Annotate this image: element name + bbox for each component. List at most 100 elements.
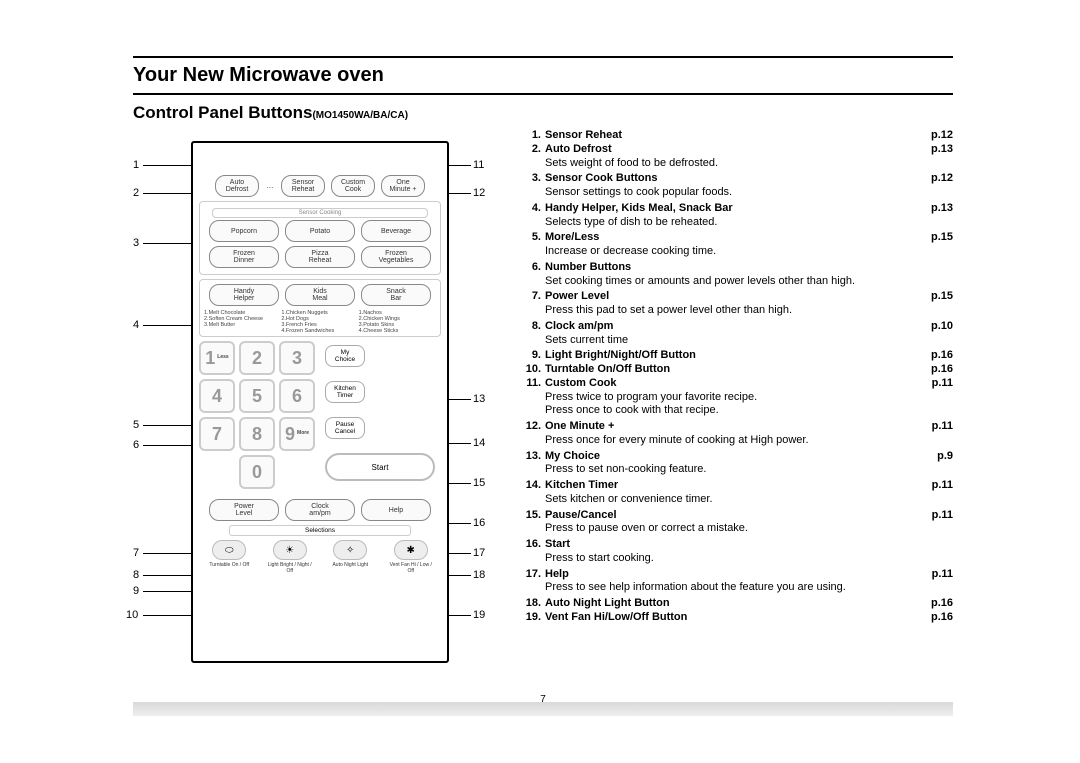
clock-button[interactable]: Clock am/pm	[285, 499, 355, 521]
section-title: Control Panel Buttons(MO1450WA/BA/CA)	[133, 103, 953, 123]
feature-page: p.16	[917, 363, 953, 377]
feature-num: 8.	[523, 320, 545, 334]
feature-title: Turntable On/Off Button	[545, 363, 917, 377]
callout-18: 18	[473, 569, 485, 581]
callout-4: 4	[133, 319, 139, 331]
feature-row: 14.Kitchen Timerp.11	[523, 479, 953, 493]
key-1[interactable]: 1Less	[199, 341, 235, 375]
feature-num: 7.	[523, 290, 545, 304]
feature-row: 3.Sensor Cook Buttonsp.12	[523, 172, 953, 186]
feature-title: One Minute +	[545, 420, 917, 434]
feature-page: p.13	[917, 143, 953, 157]
key-8[interactable]: 8	[239, 417, 275, 451]
callout-8: 8	[133, 569, 139, 581]
auto-defrost-button[interactable]: Auto Defrost	[215, 175, 259, 197]
feature-num: 14.	[523, 479, 545, 493]
popcorn-button[interactable]: Popcorn	[209, 220, 279, 242]
light-icon[interactable]: ☀	[273, 540, 307, 560]
feature-title: Power Level	[545, 290, 917, 304]
feature-title: Light Bright/Night/Off Button	[545, 349, 917, 363]
feature-desc: Sets current time	[523, 334, 953, 350]
key-3[interactable]: 3	[279, 341, 315, 375]
nightlight-caption: Auto Night Light	[325, 562, 375, 574]
custom-cook-button[interactable]: Custom Cook	[331, 175, 375, 197]
my-choice-button[interactable]: My Choice	[325, 345, 365, 367]
snack-bar-button[interactable]: Snack Bar	[361, 284, 431, 306]
key-2[interactable]: 2	[239, 341, 275, 375]
one-minute-button[interactable]: One Minute +	[381, 175, 425, 197]
callout-16: 16	[473, 517, 485, 529]
key-6[interactable]: 6	[279, 379, 315, 413]
key-7[interactable]: 7	[199, 417, 235, 451]
feature-title: Auto Night Light Button	[545, 597, 917, 611]
beverage-button[interactable]: Beverage	[361, 220, 431, 242]
potato-button[interactable]: Potato	[285, 220, 355, 242]
feature-desc: Press twice to program your favorite rec…	[523, 391, 953, 421]
feature-page: p.10	[917, 320, 953, 334]
feature-row: 19.Vent Fan Hi/Low/Off Buttonp.16	[523, 611, 953, 625]
selections-label: Selections	[229, 525, 411, 536]
kids-meal-button[interactable]: Kids Meal	[285, 284, 355, 306]
feature-title: Vent Fan Hi/Low/Off Button	[545, 611, 917, 625]
light-caption: Light Bright / Night / Off	[265, 562, 315, 574]
power-level-button[interactable]: Power Level	[209, 499, 279, 521]
callout-1: 1	[133, 159, 139, 171]
feature-row: 17.Helpp.11	[523, 568, 953, 582]
feature-num: 9.	[523, 349, 545, 363]
feature-desc: Increase or decrease cooking time.	[523, 245, 953, 261]
feature-desc: Press once for every minute of cooking a…	[523, 434, 953, 450]
feature-row: 13.My Choicep.9	[523, 450, 953, 464]
feature-desc: Selects type of dish to be reheated.	[523, 216, 953, 232]
feature-num: 18.	[523, 597, 545, 611]
feature-num: 11.	[523, 377, 545, 391]
ventfan-icon[interactable]: ✱	[394, 540, 428, 560]
turntable-icon[interactable]: ⬭	[212, 540, 246, 560]
feature-num: 17.	[523, 568, 545, 582]
feature-title: Start	[545, 538, 917, 552]
footer-shadow: 7	[133, 702, 953, 716]
feature-row: 10.Turntable On/Off Buttonp.16	[523, 363, 953, 377]
handy-helper-button[interactable]: Handy Helper	[209, 284, 279, 306]
feature-num: 10.	[523, 363, 545, 377]
feature-title: Auto Defrost	[545, 143, 917, 157]
frozen-dinner-button[interactable]: Frozen Dinner	[209, 246, 279, 268]
feature-desc: Sensor settings to cook popular foods.	[523, 186, 953, 202]
callout-17: 17	[473, 547, 485, 559]
feature-row: 16.Start	[523, 538, 953, 552]
keypad: 1Less 2 3 4 5 6 7 8	[199, 341, 315, 493]
feature-row: 12.One Minute +p.11	[523, 420, 953, 434]
callout-10: 10	[126, 609, 138, 621]
frozen-veg-button[interactable]: Frozen Vegetables	[361, 246, 431, 268]
sensor-reheat-button[interactable]: Sensor Reheat	[281, 175, 325, 197]
feature-title: More/Less	[545, 231, 917, 245]
key-4[interactable]: 4	[199, 379, 235, 413]
feature-list: 1.Sensor Reheatp.122.Auto Defrostp.13Set…	[523, 129, 953, 625]
feature-desc: Set cooking times or amounts and power l…	[523, 275, 953, 291]
helper-lists: 1.Melt Chocolate2.Soften Cream Cheese3.M…	[204, 310, 436, 334]
feature-desc: Press to set non-cooking feature.	[523, 463, 953, 479]
start-button[interactable]: Start	[325, 453, 435, 481]
ellipsis-icon: …	[265, 175, 275, 197]
help-button[interactable]: Help	[361, 499, 431, 521]
feature-num: 12.	[523, 420, 545, 434]
kitchen-timer-button[interactable]: Kitchen Timer	[325, 381, 365, 403]
feature-title: Clock am/pm	[545, 320, 917, 334]
feature-title: Sensor Reheat	[545, 129, 917, 143]
callout-13: 13	[473, 393, 485, 405]
feature-num: 5.	[523, 231, 545, 245]
feature-title: Handy Helper, Kids Meal, Snack Bar	[545, 202, 917, 216]
feature-num: 2.	[523, 143, 545, 157]
key-5[interactable]: 5	[239, 379, 275, 413]
key-9[interactable]: 9More	[279, 417, 315, 451]
feature-desc: Press to pause oven or correct a mistake…	[523, 522, 953, 538]
feature-num: 15.	[523, 509, 545, 523]
nightlight-icon[interactable]: ✧	[333, 540, 367, 560]
turntable-caption: Turntable On / Off	[204, 562, 254, 574]
feature-page	[917, 261, 953, 275]
pizza-reheat-button[interactable]: Pizza Reheat	[285, 246, 355, 268]
key-0[interactable]: 0	[239, 455, 275, 489]
feature-row: 1.Sensor Reheatp.12	[523, 129, 953, 143]
feature-page: p.11	[917, 377, 953, 391]
feature-page: p.13	[917, 202, 953, 216]
pause-cancel-button[interactable]: Pause Cancel	[325, 417, 365, 439]
